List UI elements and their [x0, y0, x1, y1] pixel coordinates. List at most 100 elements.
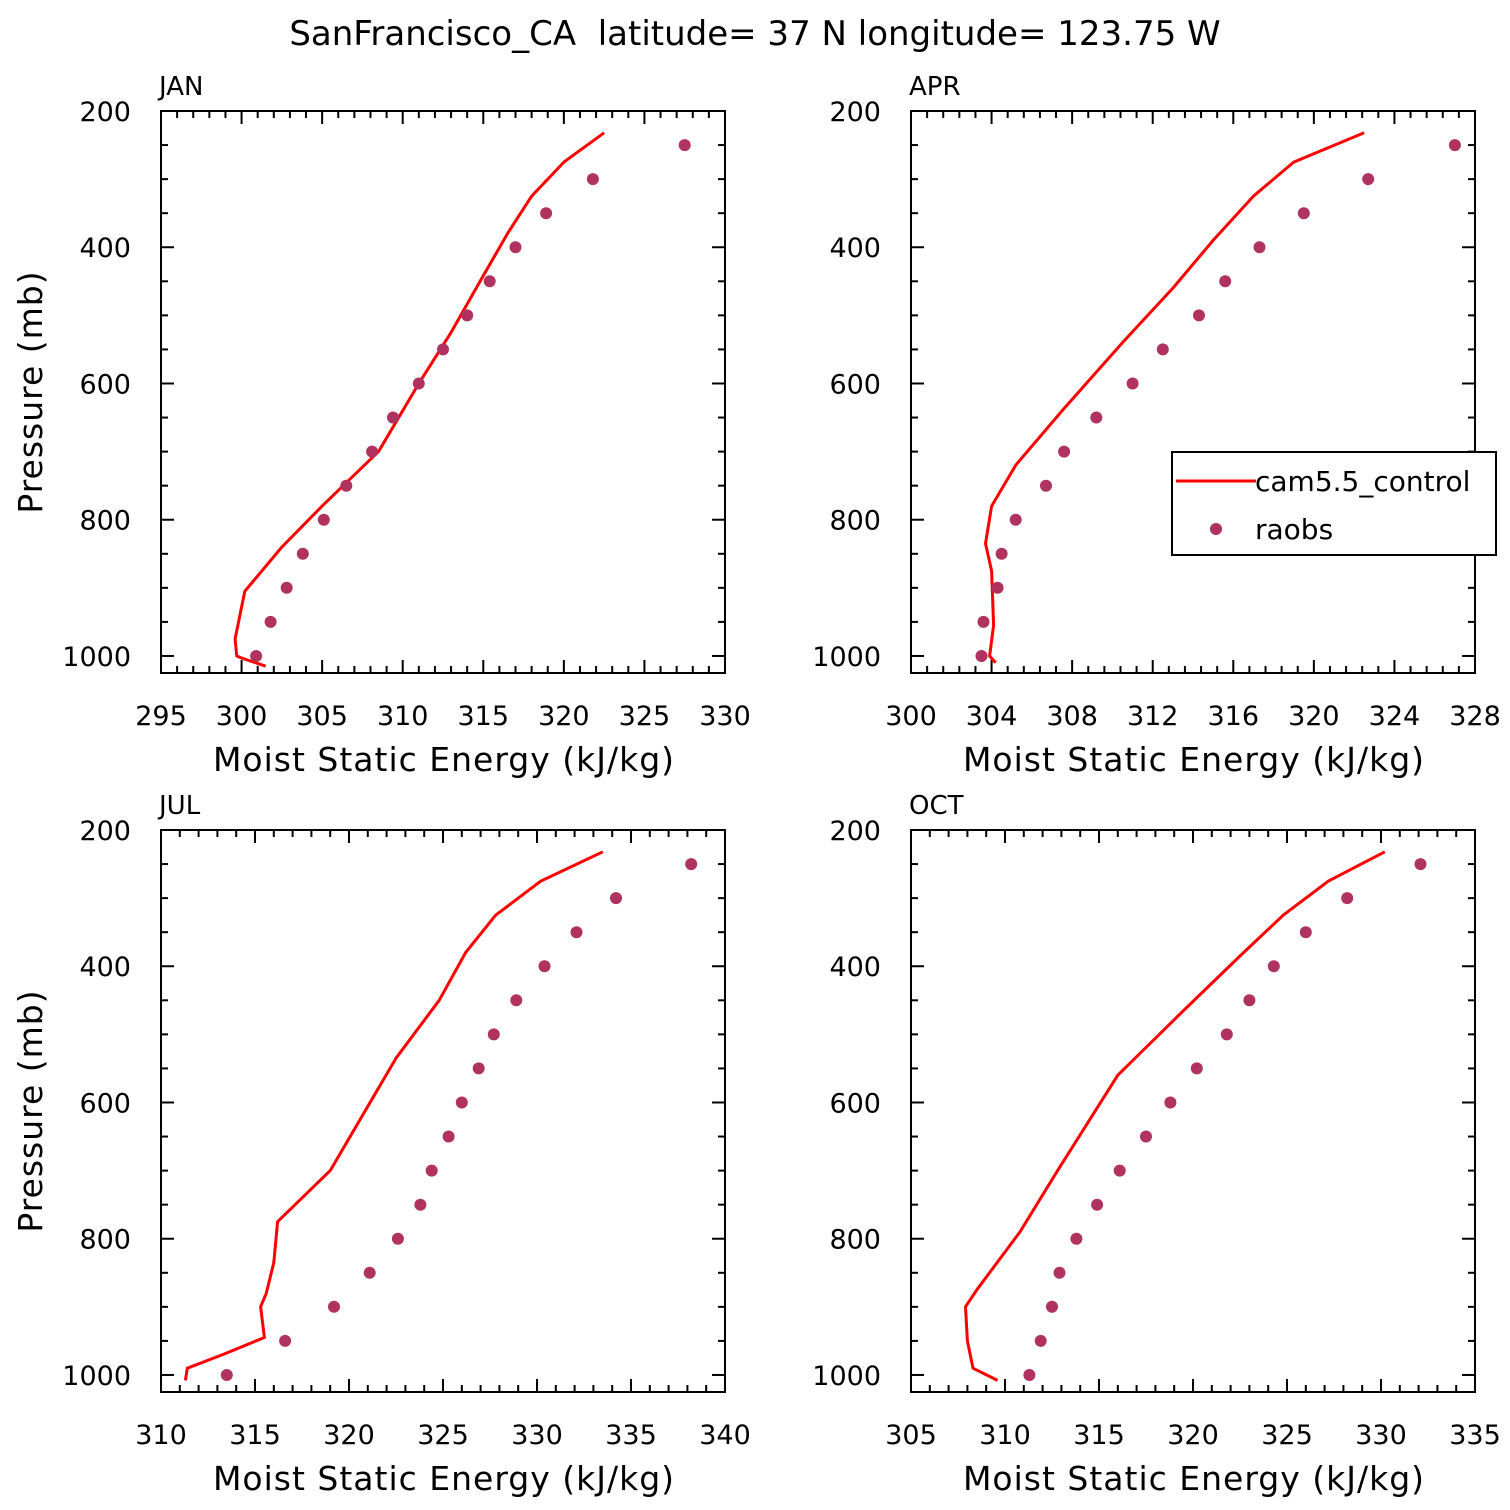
plot-frame [160, 829, 726, 1393]
data-point-raobs [296, 547, 309, 560]
x-tick-label: 304 [966, 701, 1018, 732]
data-point-raobs [317, 513, 330, 526]
data-point-raobs [540, 207, 553, 220]
data-point-raobs [678, 139, 691, 152]
data-point-raobs [1267, 960, 1280, 973]
x-tick-label: 300 [885, 701, 937, 732]
data-point-raobs [1140, 1130, 1152, 1143]
data-point-raobs [412, 377, 425, 390]
data-point-raobs [1023, 1369, 1036, 1381]
data-point-raobs [1156, 343, 1169, 356]
panel-label: OCT [909, 791, 964, 821]
x-tick-label: 300 [216, 701, 268, 732]
x-tick-label: 312 [1127, 701, 1179, 732]
x-tick-label: 320 [1288, 701, 1340, 732]
series-line-cam5.5-control [984, 131, 1365, 664]
x-tick-label: 308 [1046, 701, 1098, 732]
x-tick-label: 320 [1167, 1420, 1219, 1451]
data-point-raobs [995, 547, 1008, 560]
data-point-raobs [1243, 994, 1256, 1007]
legend-label-raobs: raobs [1255, 513, 1333, 546]
y-tick-label: 1000 [812, 1361, 881, 1392]
data-point-raobs [483, 275, 496, 288]
data-point-raobs [1046, 1300, 1058, 1313]
x-tick-label: 316 [1208, 701, 1260, 732]
data-point-raobs [1219, 275, 1232, 288]
x-tick-label: 330 [1355, 1420, 1407, 1451]
x-tick-label: 310 [979, 1420, 1031, 1451]
y-tick-label: 400 [79, 952, 131, 983]
x-tick-label: 325 [1261, 1420, 1313, 1451]
x-tick-label: 295 [135, 701, 187, 732]
y-tick-label: 800 [79, 1225, 131, 1256]
data-point-raobs [538, 960, 551, 973]
data-point-raobs [510, 994, 523, 1007]
x-tick-label: 315 [1073, 1420, 1125, 1451]
data-point-raobs [455, 1096, 468, 1109]
x-tick-label: 310 [377, 701, 429, 732]
series-line-cam5.5-control [233, 131, 605, 668]
y-tick-label: 600 [79, 369, 131, 400]
x-tick-label: 310 [135, 1420, 187, 1451]
data-point-raobs [472, 1062, 485, 1075]
data-point-raobs [1414, 858, 1427, 871]
data-point-raobs [991, 581, 1004, 594]
data-point-raobs [387, 411, 399, 424]
data-point-raobs [1058, 445, 1071, 458]
legend-box [1171, 451, 1497, 556]
data-point-raobs [570, 926, 583, 939]
data-point-raobs [1126, 377, 1139, 390]
data-point-raobs [685, 858, 698, 871]
legend-label-cam5.5-control: cam5.5_control [1255, 465, 1470, 498]
data-point-raobs [1341, 892, 1354, 905]
figure-title: SanFrancisco_CA latitude= 37 N longitude… [289, 14, 1220, 54]
panel-label: JAN [157, 72, 203, 102]
data-point-raobs [1297, 207, 1310, 220]
y-tick-label: 400 [79, 233, 131, 264]
plot-frame [910, 829, 1476, 1393]
data-point-raobs [1091, 1198, 1104, 1211]
x-tick-label: 324 [1369, 701, 1421, 732]
x-tick-label: 335 [605, 1420, 657, 1451]
data-point-raobs [1090, 411, 1103, 424]
y-tick-label: 400 [829, 233, 881, 264]
x-axis-label: Moist Static Energy (kJ/kg) [963, 740, 1425, 779]
panel-jul: JUL 310 315 320 325 330 335 340 200 400 600 800 1000… [11, 791, 751, 1498]
y-tick-label: 1000 [62, 1361, 131, 1392]
panel-oct: OCT 305 310 315 320 325 330 335 200 400 600 800 1000… [812, 791, 1500, 1498]
y-tick-label: 200 [829, 816, 881, 847]
y-tick-label: 1000 [62, 642, 131, 673]
y-axis-label: Pressure (mb) [11, 270, 50, 513]
x-axis-label: Moist Static Energy (kJ/kg) [213, 1459, 675, 1498]
data-point-raobs [279, 1334, 292, 1347]
data-point-raobs [1448, 139, 1461, 152]
data-point-raobs [1009, 513, 1022, 526]
data-point-raobs [509, 241, 522, 254]
data-point-raobs [264, 615, 277, 628]
data-point-raobs [1034, 1334, 1047, 1347]
data-point-raobs [250, 650, 263, 662]
data-point-raobs [1190, 1062, 1203, 1075]
data-point-raobs [1362, 173, 1375, 186]
panel-label: APR [909, 72, 961, 102]
data-point-raobs [461, 309, 474, 322]
data-point-raobs [220, 1369, 233, 1381]
plot-frame [160, 110, 726, 674]
x-tick-label: 305 [885, 1420, 937, 1451]
data-point-raobs [1070, 1232, 1083, 1245]
data-point-raobs [391, 1232, 404, 1245]
series-line-cam5.5-control [183, 850, 604, 1381]
x-tick-label: 305 [296, 701, 348, 732]
data-point-raobs [280, 581, 293, 594]
y-tick-label: 200 [79, 816, 131, 847]
data-point-raobs [442, 1130, 455, 1143]
y-axis-label: Pressure (mb) [11, 989, 50, 1232]
data-point-raobs [414, 1198, 427, 1211]
data-point-raobs [975, 650, 988, 662]
legend-marker-swatch [1210, 523, 1222, 535]
x-tick-label: 315 [458, 701, 510, 732]
x-tick-label: 335 [1449, 1420, 1501, 1451]
x-tick-label: 315 [229, 1420, 281, 1451]
